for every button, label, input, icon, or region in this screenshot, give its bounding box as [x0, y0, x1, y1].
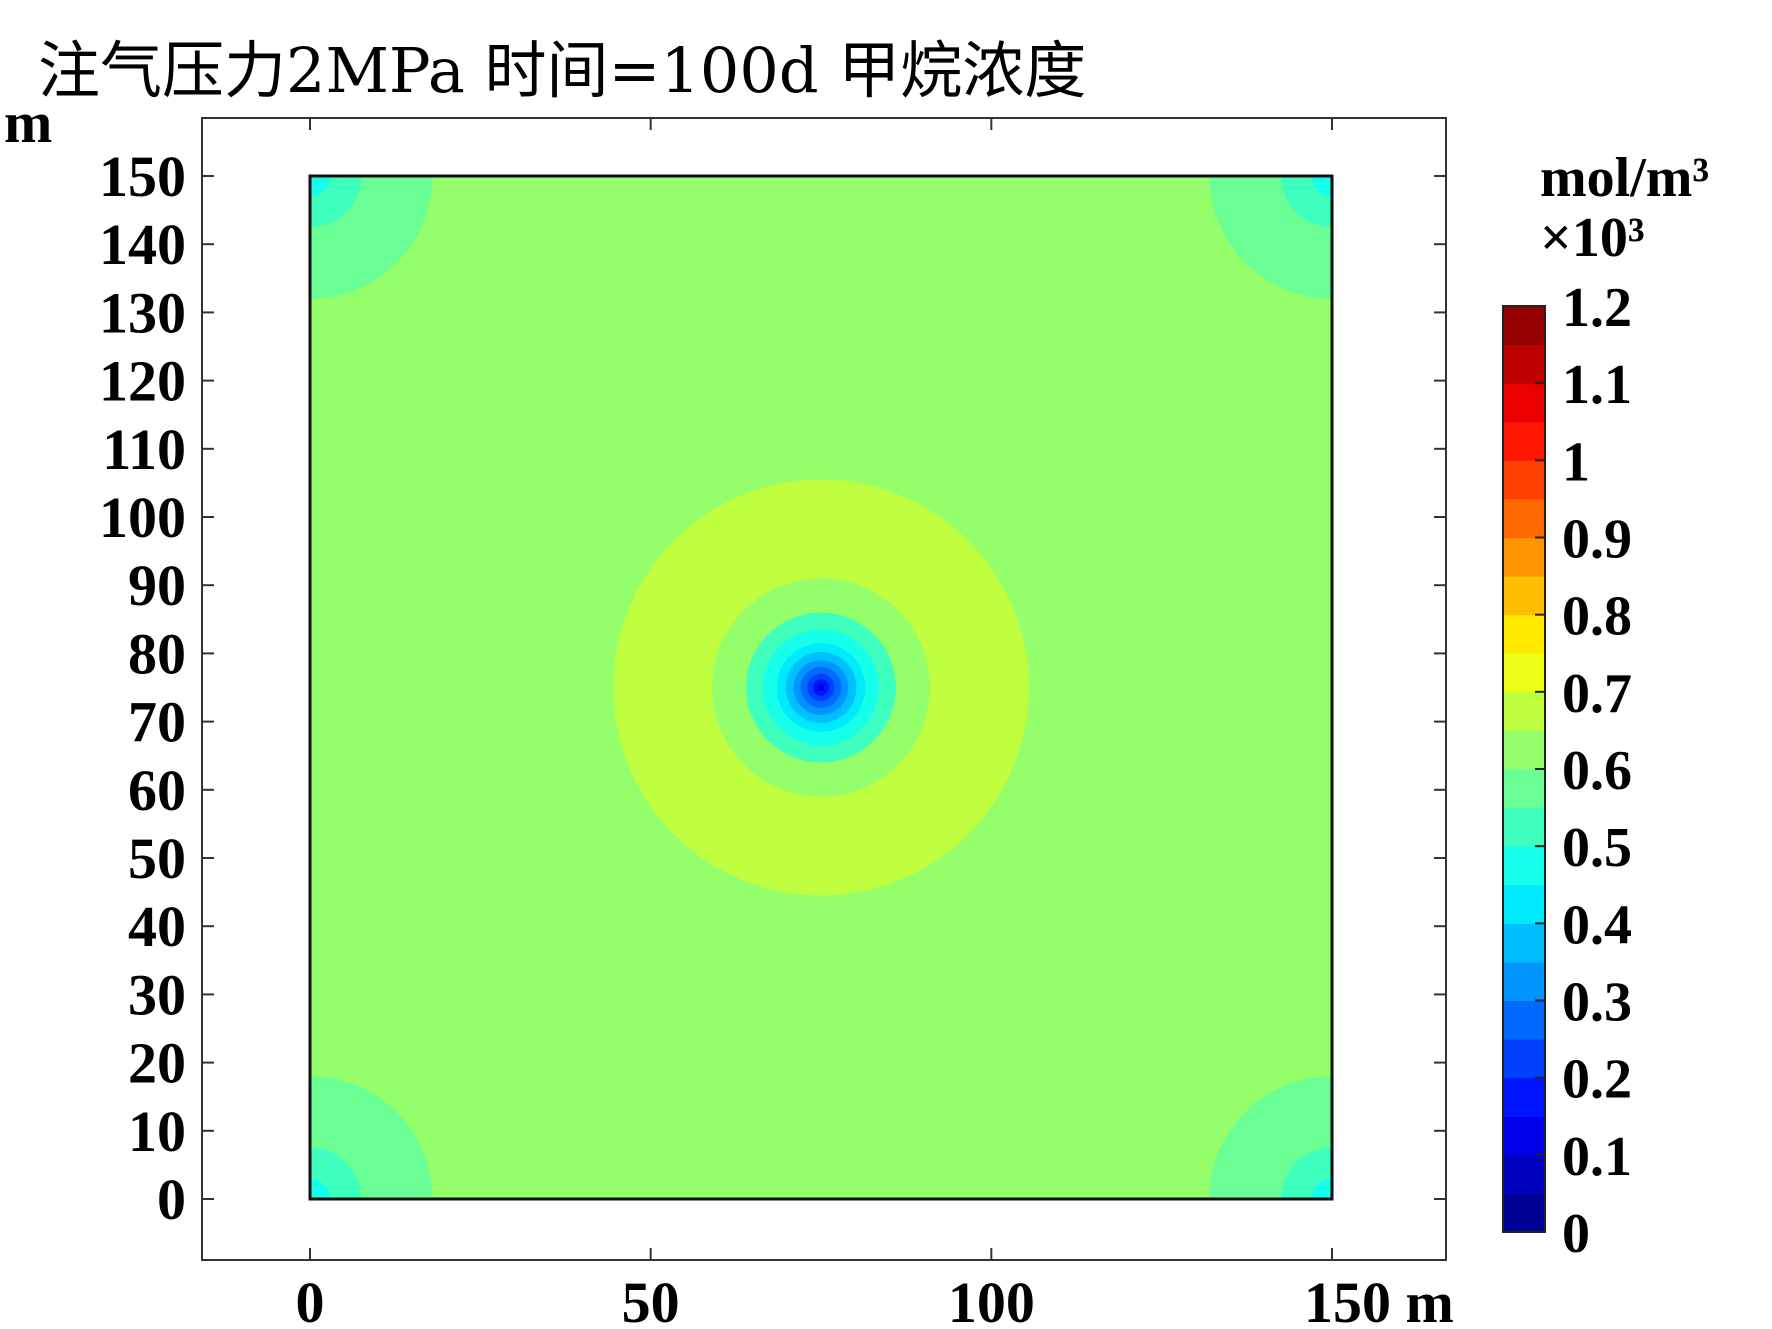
- corner-well-contour: [1311, 176, 1332, 197]
- colorbar-segment: [1503, 769, 1545, 809]
- colorbar-tick-labels: 0 0.1 0.2 0.3 0.4 0.5 0.6 0.7 0.8 0.9 1 1.1 1.2: [1562, 277, 1632, 1265]
- y-tick-label: 150: [99, 144, 186, 209]
- corner-well-contour: [1311, 1178, 1332, 1199]
- axes-frame: [201, 117, 1447, 1261]
- colorbar-multiplier: ×10³: [1540, 207, 1645, 269]
- colorbar-segment: [1503, 1154, 1545, 1194]
- corner-well-contour: [310, 1178, 331, 1199]
- colorbar-segment: [1503, 1116, 1545, 1156]
- colorbar: [1502, 305, 1546, 1233]
- y-tick-label: 90: [128, 553, 186, 618]
- colorbar-tick-label: 1.2: [1562, 277, 1632, 339]
- colorbar-tick-label: 1.1: [1562, 354, 1632, 416]
- colorbar-segment: [1503, 576, 1545, 616]
- axis-ticks: [202, 118, 1446, 1260]
- x-tick-label: 100: [948, 1270, 1035, 1329]
- colorbar-tick-label: 0.1: [1562, 1126, 1632, 1188]
- x-tick-label: 0: [296, 1270, 325, 1329]
- colorbar-segment: [1503, 614, 1545, 654]
- y-tick-label: 40: [128, 894, 186, 959]
- center-well-contour: [817, 684, 825, 691]
- y-tick-label: 120: [99, 349, 186, 414]
- colorbar-tick-label: 0: [1562, 1203, 1590, 1265]
- colorbar-segment: [1503, 846, 1545, 886]
- y-axis-unit: m: [4, 90, 52, 155]
- x-tick-label: 50: [622, 1270, 680, 1329]
- colorbar-segment: [1503, 923, 1545, 963]
- colorbar-tick-label: 0.5: [1562, 817, 1632, 879]
- y-tick-label: 140: [99, 212, 186, 277]
- y-tick-label: 10: [128, 1099, 186, 1164]
- y-tick-label: 50: [128, 826, 186, 891]
- colorbar-segment: [1503, 1193, 1545, 1233]
- y-tick-label: 70: [128, 690, 186, 755]
- colorbar-segment: [1503, 306, 1545, 346]
- colorbar-tick-label: 0.4: [1562, 894, 1632, 956]
- colorbar-segment: [1503, 1077, 1545, 1117]
- colorbar-segment: [1503, 383, 1545, 423]
- y-tick-label: 80: [128, 621, 186, 686]
- x-tick-label: 150 m: [1304, 1270, 1454, 1329]
- colorbar-tick-label: 0.9: [1562, 509, 1632, 571]
- colorbar-tick-label: 0.2: [1562, 1049, 1632, 1111]
- concentration-field: [310, 176, 1332, 1199]
- y-tick-label: 110: [102, 417, 186, 482]
- colorbar-tick-label: 1: [1562, 431, 1590, 493]
- y-tick-label: 30: [128, 962, 186, 1027]
- colorbar-segment: [1503, 460, 1545, 500]
- colorbar-tick-label: 0.8: [1562, 586, 1632, 648]
- y-tick-label: 0: [157, 1167, 186, 1232]
- colorbar-tick-label: 0.6: [1562, 740, 1632, 802]
- colorbar-tick-label: 0.3: [1562, 972, 1632, 1034]
- colorbar-unit: mol/m³: [1540, 147, 1709, 209]
- x-axis-tick-labels: 0 50 100 150 m: [296, 1270, 1454, 1329]
- colorbar-segment: [1503, 653, 1545, 693]
- colorbar-segment: [1503, 421, 1545, 461]
- colorbar-segment: [1503, 537, 1545, 577]
- y-tick-label: 20: [128, 1031, 186, 1096]
- colorbar-segment: [1503, 498, 1545, 538]
- chart-title: 注气压力2MPa 时间=100d 甲烷浓度: [38, 34, 1086, 107]
- colorbar-segment: [1503, 1000, 1545, 1040]
- colorbar-segment: [1503, 1039, 1545, 1079]
- y-tick-label: 130: [99, 280, 186, 345]
- corner-well-contour: [310, 176, 331, 197]
- colorbar-tick-label: 0.7: [1562, 663, 1632, 725]
- colorbar-segment: [1503, 807, 1545, 847]
- colorbar-segment: [1503, 961, 1545, 1001]
- y-tick-label: 100: [99, 485, 186, 550]
- colorbar-segment: [1503, 344, 1545, 384]
- domain-border: [308, 174, 1334, 1201]
- colorbar-segment: [1503, 884, 1545, 924]
- colorbar-segment: [1503, 691, 1545, 731]
- colorbar-segment: [1503, 730, 1545, 770]
- y-tick-label: 60: [128, 758, 186, 823]
